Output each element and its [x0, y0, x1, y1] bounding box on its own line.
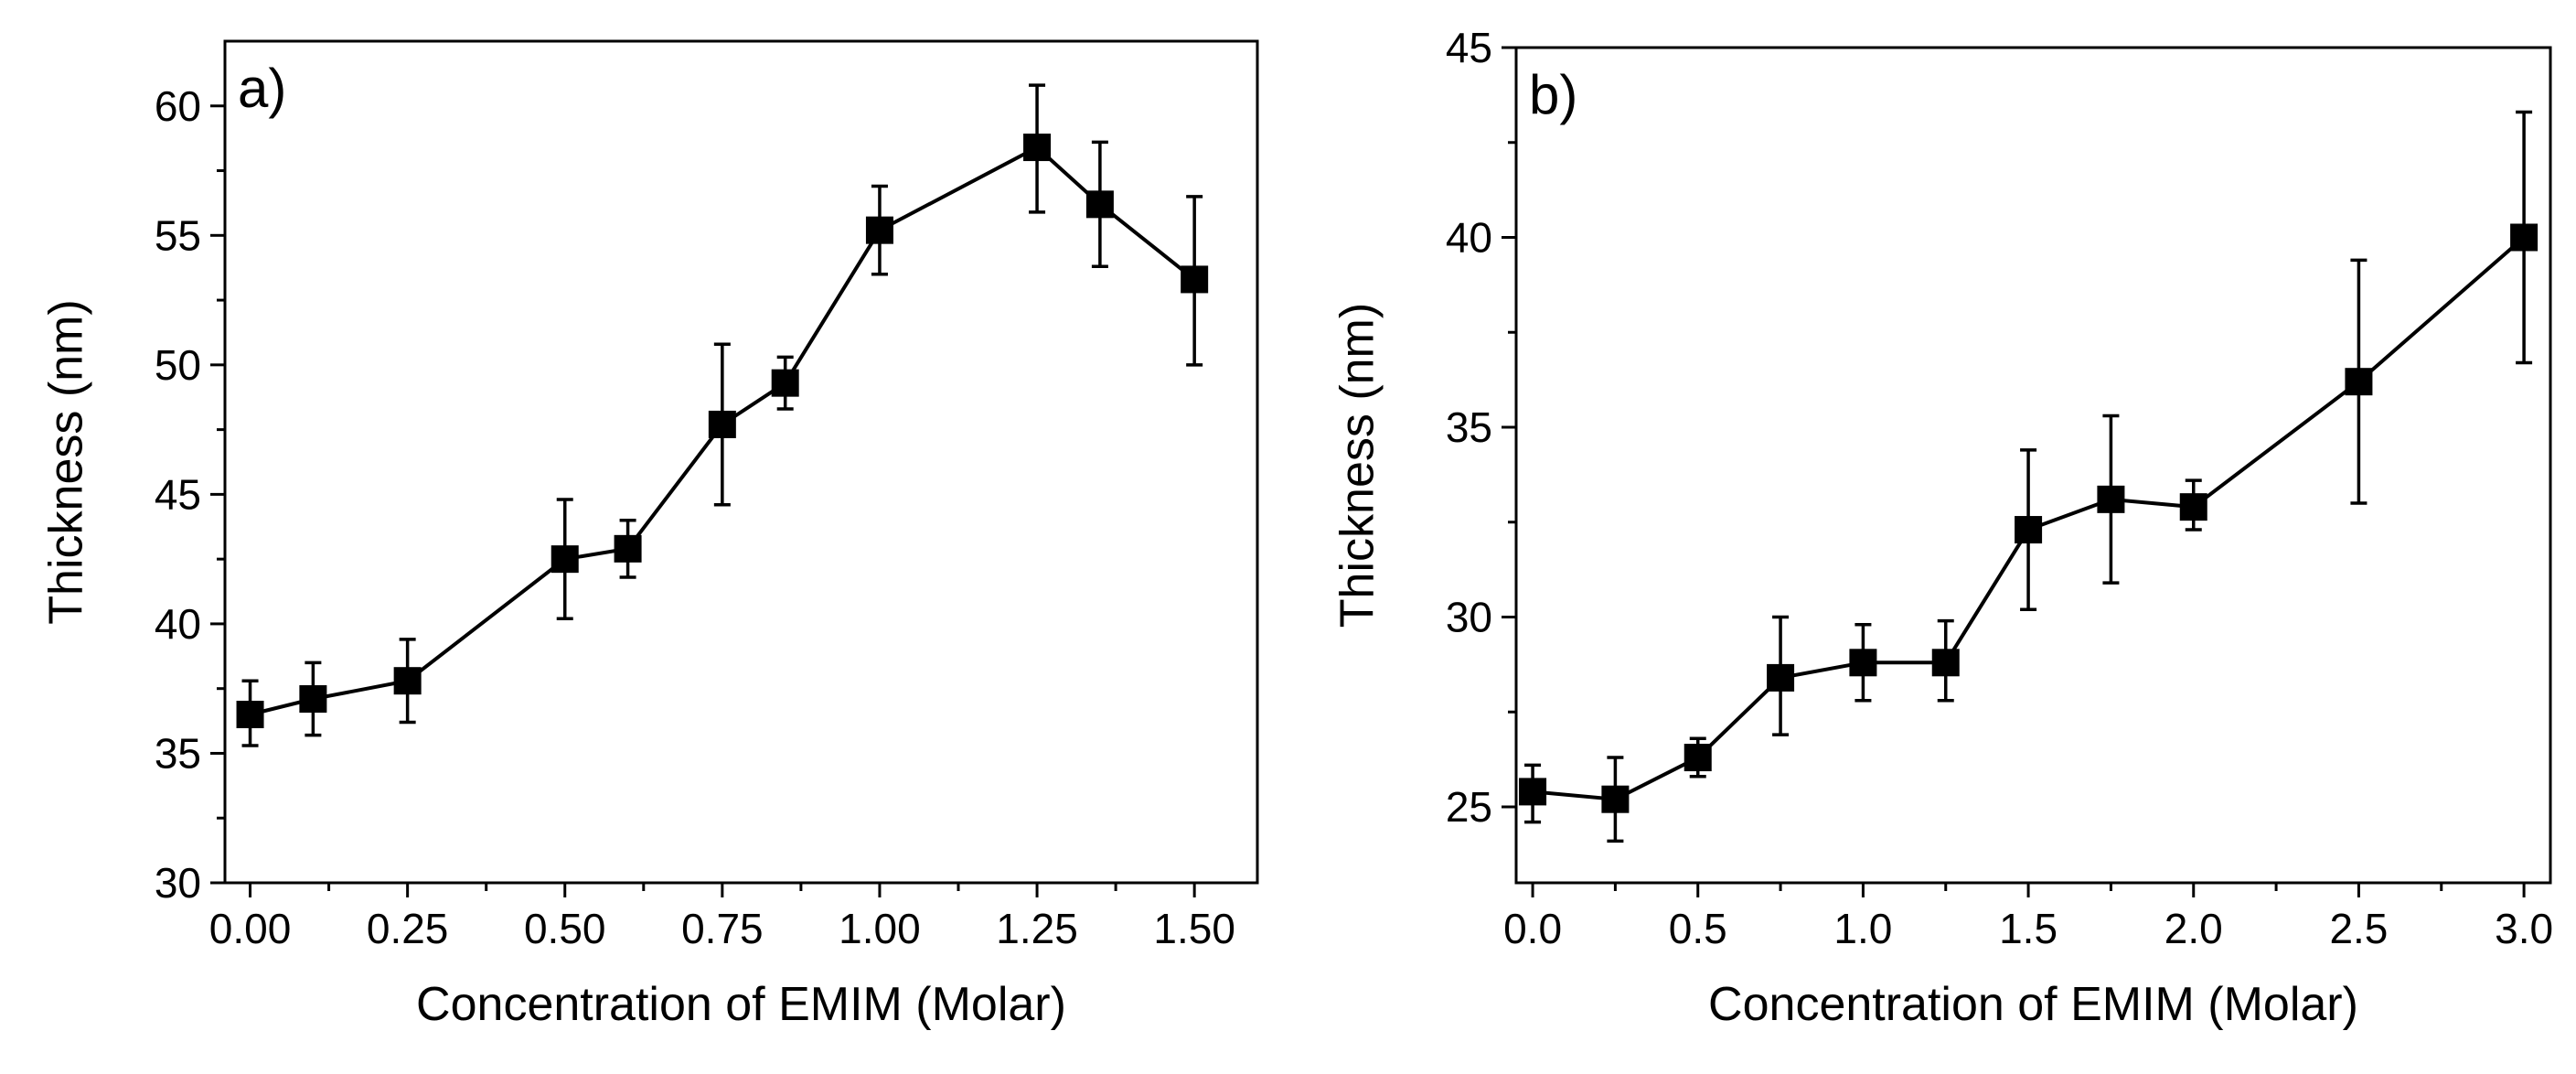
x-tick-label-a: 1.25	[996, 905, 1078, 952]
x-tick-label-b: 2.0	[2164, 905, 2223, 952]
data-point-b	[1767, 663, 1795, 692]
panel-label-a: a)	[238, 58, 286, 119]
y-tick-label-b: 45	[1446, 24, 1492, 71]
x-tick-label-a: 0.25	[367, 905, 449, 952]
y-tick-label-a: 60	[155, 82, 201, 130]
panel-a: 0.00 0.25 0.50 0.75 1.00 1.25 1.50 30 35 40 45 50 55…	[40, 39, 1259, 1031]
data-point-b	[2345, 368, 2373, 396]
data-point-a	[550, 545, 579, 574]
y-tick-label-b: 35	[1446, 403, 1492, 451]
x-axis-title-b: Concentration of EMIM (Molar)	[1708, 978, 2358, 1031]
data-point-a	[708, 410, 736, 438]
x-tick-label-b: 0.0	[1503, 905, 1562, 952]
x-tick-label-b: 3.0	[2495, 905, 2553, 952]
y-axis-title-b: Thickness (nm)	[1331, 303, 1384, 628]
x-tick-label-a: 0.75	[681, 905, 764, 952]
data-point-a	[299, 685, 327, 714]
data-point-b	[1601, 785, 1630, 813]
y-tick-label-a: 35	[155, 729, 201, 777]
data-point-a	[771, 369, 799, 397]
x-tick-label-b: 2.5	[2329, 905, 2388, 952]
y-tick-label-a: 40	[155, 600, 201, 648]
x-tick-label-b: 1.0	[1833, 905, 1892, 952]
data-point-b	[1683, 744, 1712, 772]
data-layer-a	[236, 83, 1209, 747]
plot-frame-b	[1514, 46, 2552, 885]
y-tick-label-a: 45	[155, 470, 201, 518]
data-point-b	[2179, 493, 2207, 521]
panel-label-b: b)	[1529, 64, 1577, 125]
data-point-a	[393, 667, 422, 695]
ticks-b: 0.0 0.5 1.0 1.5 2.0 2.5 3.0 25 30 35 40 45	[1446, 24, 2553, 952]
ticks-a: 0.00 0.25 0.50 0.75 1.00 1.25 1.50 30 35 40 45 50 55…	[155, 82, 1235, 952]
data-point-b	[1931, 649, 1960, 677]
y-tick-label-a: 50	[155, 341, 201, 389]
x-tick-label-a: 0.00	[209, 905, 292, 952]
x-tick-label-b: 1.5	[1999, 905, 2058, 952]
x-tick-label-a: 0.50	[524, 905, 606, 952]
data-point-a	[1023, 134, 1052, 162]
y-axis-title-a: Thickness (nm)	[40, 299, 93, 624]
data-point-a	[1181, 265, 1209, 294]
x-tick-label-b: 0.5	[1669, 905, 1727, 952]
data-point-b	[2510, 223, 2539, 252]
data-point-b	[1849, 649, 1877, 677]
x-tick-label-a: 1.50	[1153, 905, 1235, 952]
data-point-a	[1085, 190, 1114, 219]
plot-frame-a	[223, 39, 1259, 885]
data-point-b	[2015, 516, 2043, 544]
data-layer-b	[1519, 110, 2539, 843]
x-axis-title-a: Concentration of EMIM (Molar)	[416, 978, 1066, 1031]
y-tick-label-b: 25	[1446, 783, 1492, 831]
data-point-b	[1519, 778, 1547, 806]
panel-b: 0.0 0.5 1.0 1.5 2.0 2.5 3.0 25 30 35 40 45 b) Conce…	[1331, 24, 2553, 1031]
y-tick-label-a: 55	[155, 211, 201, 259]
y-tick-label-a: 30	[155, 859, 201, 907]
data-point-b	[2097, 485, 2125, 513]
x-tick-label-a: 1.00	[839, 905, 921, 952]
data-point-a	[865, 216, 893, 244]
data-point-a	[614, 534, 642, 563]
data-point-a	[236, 701, 264, 728]
y-tick-label-b: 40	[1446, 214, 1492, 262]
y-tick-label-b: 30	[1446, 594, 1492, 641]
